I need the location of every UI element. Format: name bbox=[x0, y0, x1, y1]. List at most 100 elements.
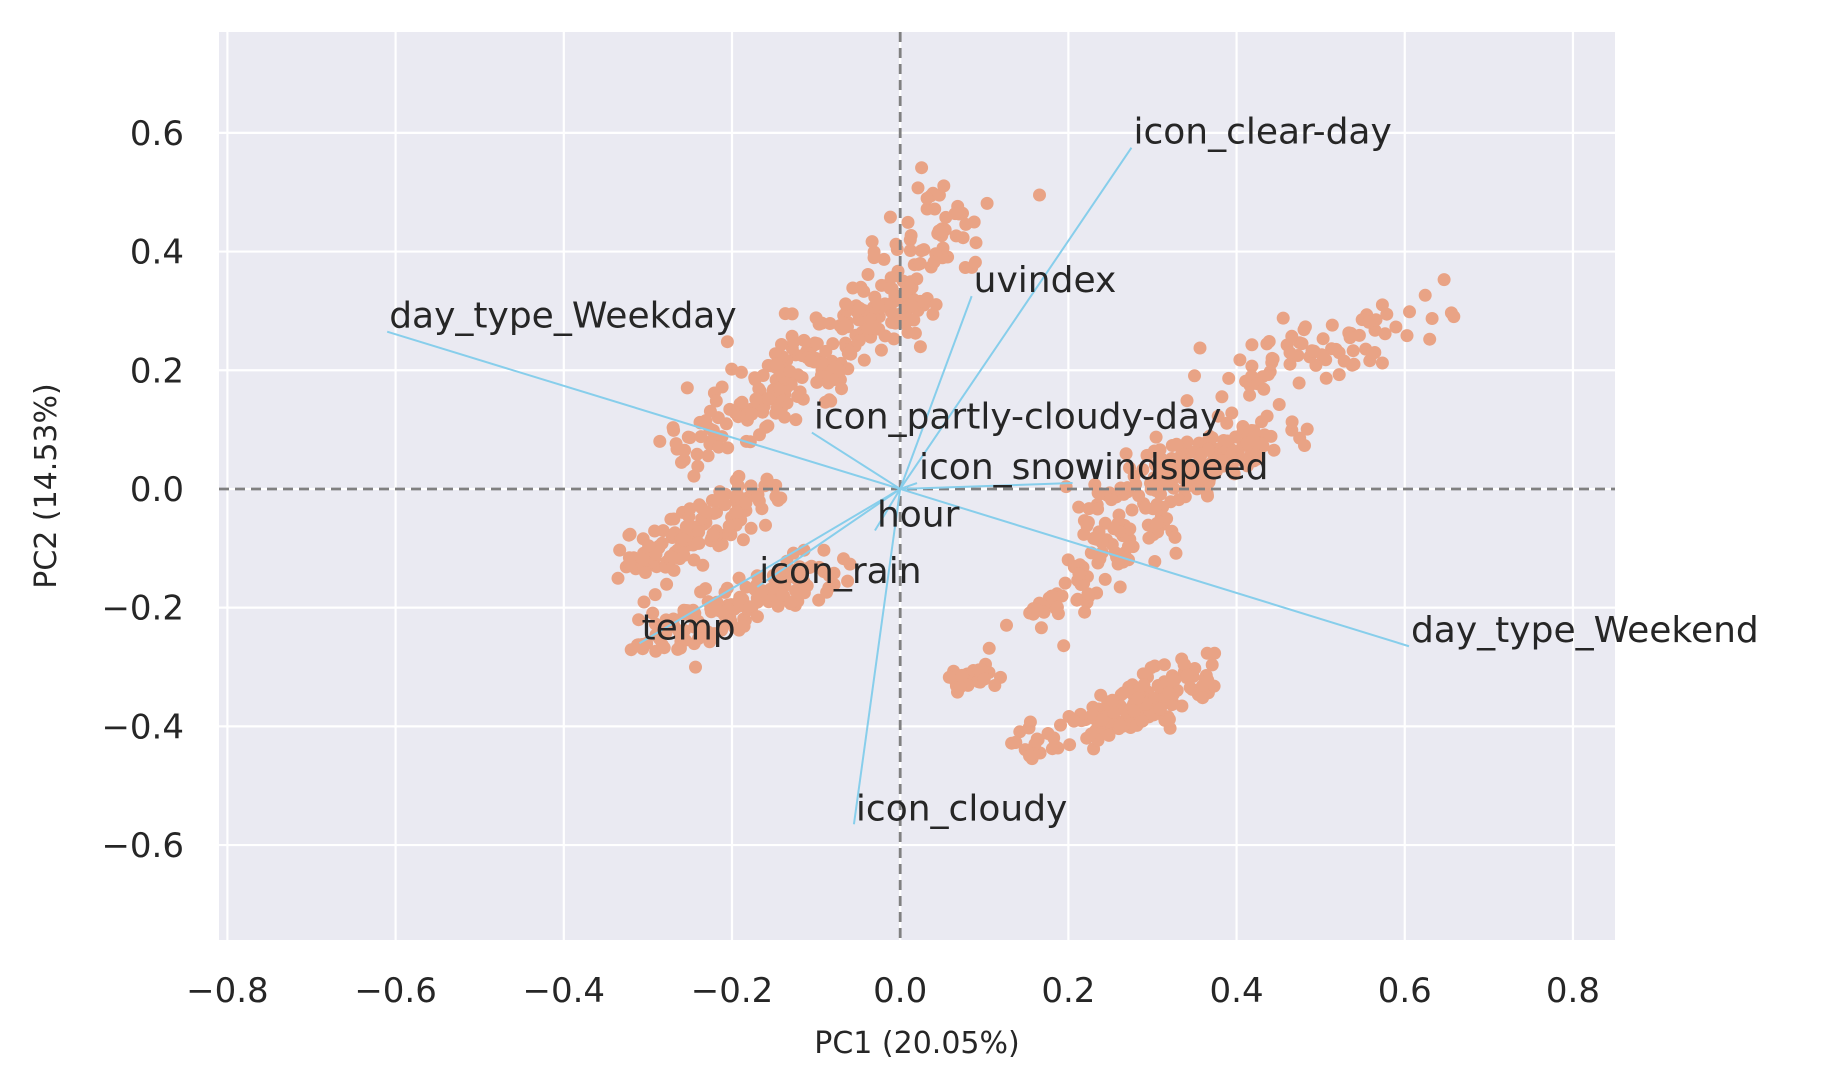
data-point bbox=[660, 577, 674, 591]
data-point bbox=[1139, 501, 1153, 515]
data-point bbox=[784, 597, 797, 611]
data-point bbox=[797, 333, 811, 347]
data-point bbox=[1033, 188, 1046, 202]
data-point bbox=[778, 410, 791, 424]
data-point bbox=[671, 642, 685, 656]
data-point bbox=[969, 236, 983, 250]
data-point bbox=[1272, 398, 1286, 411]
data-point bbox=[787, 335, 801, 349]
vector-label-temp: temp bbox=[641, 607, 735, 648]
data-point bbox=[700, 505, 713, 519]
data-point bbox=[1233, 353, 1247, 367]
data-point bbox=[901, 215, 915, 229]
data-point bbox=[666, 421, 680, 435]
data-point bbox=[1072, 500, 1086, 514]
data-point bbox=[1180, 668, 1194, 682]
data-point bbox=[1057, 639, 1071, 653]
data-point bbox=[1082, 502, 1096, 516]
data-point bbox=[1222, 371, 1236, 385]
data-point bbox=[1205, 658, 1219, 672]
data-point bbox=[883, 210, 897, 224]
data-point bbox=[646, 606, 660, 620]
x-tick-label: 0.4 bbox=[1210, 971, 1264, 1011]
data-point bbox=[933, 224, 947, 238]
data-point bbox=[759, 518, 772, 532]
data-point bbox=[724, 614, 738, 628]
data-point bbox=[818, 395, 832, 409]
data-point bbox=[675, 455, 688, 469]
data-point bbox=[1159, 474, 1173, 488]
data-point bbox=[720, 335, 734, 349]
data-point bbox=[635, 638, 649, 651]
data-point bbox=[715, 380, 729, 394]
data-point bbox=[1148, 555, 1162, 568]
data-point bbox=[852, 302, 866, 315]
data-point bbox=[1081, 587, 1095, 601]
x-axis-label: PC1 (20.05%) bbox=[814, 1026, 1019, 1061]
data-point bbox=[769, 357, 783, 371]
x-tick-label: −0.4 bbox=[523, 971, 606, 1011]
data-point bbox=[1285, 329, 1299, 343]
data-point bbox=[1058, 576, 1072, 590]
data-point bbox=[679, 520, 693, 534]
data-point bbox=[1023, 715, 1037, 729]
data-point bbox=[749, 392, 763, 406]
data-point bbox=[827, 566, 841, 580]
y-tick-label: 0.0 bbox=[130, 470, 184, 510]
data-point bbox=[1375, 356, 1389, 370]
data-point bbox=[1167, 673, 1181, 687]
data-point bbox=[719, 417, 733, 431]
data-point bbox=[956, 231, 970, 245]
data-point bbox=[761, 392, 775, 406]
data-point bbox=[812, 593, 826, 607]
data-point bbox=[1169, 546, 1183, 560]
data-point bbox=[839, 318, 853, 332]
data-point bbox=[707, 627, 721, 641]
scatter-points bbox=[611, 161, 1461, 766]
data-point bbox=[687, 553, 701, 567]
data-point bbox=[1325, 318, 1339, 332]
data-point bbox=[706, 528, 720, 542]
data-point bbox=[783, 364, 797, 378]
data-point bbox=[745, 407, 759, 421]
data-point bbox=[613, 543, 627, 557]
data-point bbox=[1295, 337, 1309, 351]
data-point bbox=[1147, 471, 1161, 485]
data-point bbox=[1150, 516, 1164, 530]
data-point bbox=[1136, 463, 1150, 477]
data-point bbox=[632, 613, 646, 627]
data-point bbox=[810, 375, 824, 389]
data-point bbox=[1157, 658, 1171, 672]
data-point bbox=[667, 563, 681, 577]
data-point bbox=[1158, 464, 1171, 478]
y-axis-label: PC2 (14.53%) bbox=[29, 383, 64, 588]
data-point bbox=[1047, 731, 1061, 745]
vector-temp bbox=[638, 488, 901, 645]
vector-day_type_Weekend bbox=[899, 488, 1410, 648]
data-point bbox=[1276, 311, 1290, 325]
data-point bbox=[905, 299, 919, 313]
data-point bbox=[1257, 382, 1271, 396]
data-point bbox=[1153, 443, 1167, 457]
data-point bbox=[1180, 394, 1194, 408]
data-point bbox=[819, 344, 833, 358]
data-point bbox=[841, 574, 855, 588]
data-point bbox=[893, 307, 907, 321]
data-point bbox=[1093, 552, 1107, 566]
data-point bbox=[688, 620, 701, 634]
data-point bbox=[1283, 346, 1297, 360]
data-point bbox=[744, 521, 758, 535]
data-point bbox=[1188, 369, 1201, 383]
data-point bbox=[888, 289, 902, 302]
data-point bbox=[680, 381, 694, 395]
data-point bbox=[1245, 359, 1259, 373]
data-point bbox=[1030, 603, 1044, 617]
data-point bbox=[1084, 727, 1098, 741]
data-point bbox=[1347, 357, 1361, 371]
data-point bbox=[823, 317, 837, 330]
vector-day_type_Weekday bbox=[386, 330, 901, 490]
data-point bbox=[1163, 721, 1177, 735]
data-point bbox=[760, 472, 774, 486]
vector-label-icon_partly-cloudy-day: icon_partly-cloudy-day bbox=[814, 397, 1222, 438]
